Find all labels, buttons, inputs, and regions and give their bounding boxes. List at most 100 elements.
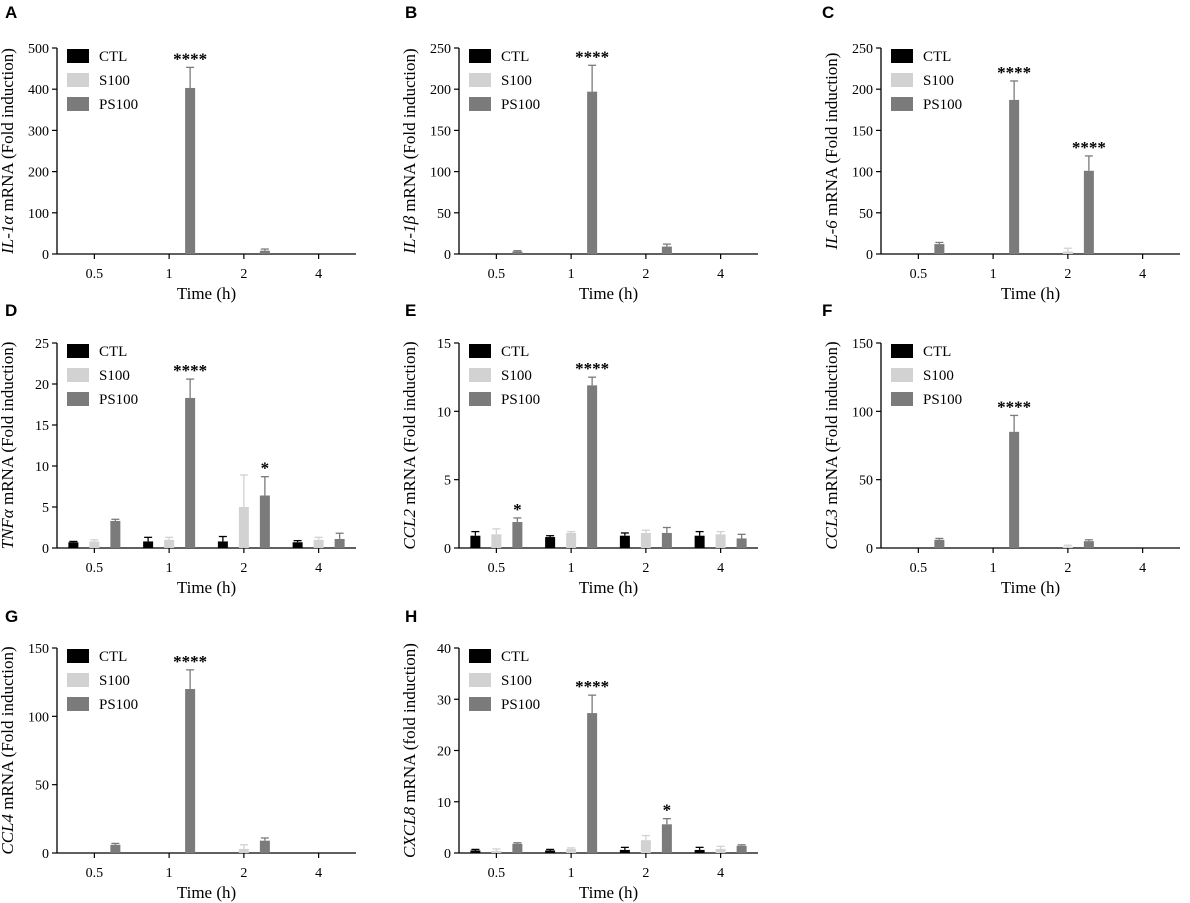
chart-panel-g: G 0 50 100 150 0.5 1 2 4 **** Time (h) CCL4 mRNA (F…	[0, 607, 356, 902]
panel-letter: C	[822, 3, 834, 22]
significance-marker: *	[261, 459, 270, 478]
x-tick-label: 1	[166, 267, 173, 282]
y-axis-unit: mRNA (Fold induction)	[822, 53, 841, 221]
significance-marker: ****	[575, 677, 609, 696]
x-tick-label: 4	[717, 866, 724, 881]
legend-swatch-ps100	[67, 392, 89, 406]
y-axis-label: CCL3 mRNA (Fold induction)	[822, 341, 841, 549]
y-tick-label: 5	[42, 501, 49, 516]
y-axis-label: IL-6 mRNA (Fold induction)	[822, 53, 841, 251]
bar-ps100	[661, 532, 672, 548]
significance-marker: ****	[575, 359, 609, 378]
bar-ctl	[68, 542, 79, 548]
gene-name: CCL2	[400, 509, 419, 550]
bar-s100	[238, 507, 249, 548]
gene-name: CCL4	[0, 814, 17, 855]
legend-label: PS100	[99, 392, 138, 408]
y-tick-label: 20	[35, 378, 49, 393]
y-tick-label: 50	[859, 474, 873, 489]
y-axis-label: CCL4 mRNA (Fold induction)	[0, 646, 17, 854]
legend-swatch-ps100	[469, 697, 491, 711]
x-tick-label: 4	[315, 866, 322, 881]
legend-swatch-ctl	[67, 649, 89, 663]
chart-panel-b: B 0 50 100 150 200 250 0.5 1 2 4 **** Time (h) IL-1β …	[400, 3, 758, 303]
legend-label: CTL	[501, 344, 529, 360]
x-tick-label: 0.5	[488, 561, 506, 576]
significance-marker: ****	[575, 47, 609, 66]
bar-ps100	[587, 91, 598, 254]
significance-marker: ****	[997, 63, 1031, 82]
bar-s100	[89, 541, 100, 548]
legend-label: S100	[99, 368, 130, 384]
bar-ps100	[934, 244, 945, 254]
legend-swatch-s100	[469, 673, 491, 687]
y-tick-label: 150	[852, 124, 873, 139]
legend-label: PS100	[501, 97, 540, 113]
legend-label: S100	[923, 368, 954, 384]
legend-swatch-ps100	[469, 97, 491, 111]
y-tick-label: 150	[852, 337, 873, 352]
y-tick-label: 20	[437, 745, 451, 760]
y-tick-label: 500	[28, 42, 49, 57]
y-tick-label: 50	[859, 207, 873, 222]
chart-panel-f: F 0 50 100 150 0.5 1 2 4 **** Time (h) CCL3 mRNA (F…	[822, 301, 1180, 597]
x-tick-label: 0.5	[910, 561, 928, 576]
y-tick-label: 100	[28, 207, 49, 222]
y-tick-label: 10	[35, 460, 49, 475]
significance-marker: *	[663, 801, 672, 820]
bar-ps100	[259, 840, 270, 853]
y-tick-label: 40	[437, 642, 451, 657]
legend-label: CTL	[923, 49, 951, 65]
x-tick-label: 0.5	[86, 866, 104, 881]
y-tick-label: 0	[444, 847, 451, 862]
bar-s100	[715, 848, 726, 853]
y-axis-unit: mRNA (Fold induction)	[822, 341, 841, 509]
bar-ps100	[661, 824, 672, 853]
legend-swatch-ps100	[469, 392, 491, 406]
x-axis-label: Time (h)	[1001, 284, 1060, 303]
bar-s100	[238, 848, 249, 853]
bar-ps100	[736, 845, 747, 853]
bar-s100	[491, 850, 502, 853]
x-tick-label: 2	[240, 866, 247, 881]
bar-ctl	[694, 849, 705, 853]
y-tick-label: 30	[437, 693, 451, 708]
x-tick-label: 4	[315, 561, 322, 576]
gene-name: IL-1α	[0, 215, 17, 255]
bar-ps100	[587, 713, 598, 853]
y-tick-label: 150	[430, 124, 451, 139]
legend-label: CTL	[923, 344, 951, 360]
y-tick-label: 15	[35, 419, 49, 434]
legend-label: CTL	[99, 49, 127, 65]
y-tick-label: 0	[42, 847, 49, 862]
panel-letter: F	[822, 301, 832, 320]
bar-ps100	[110, 844, 121, 853]
legend-label: PS100	[923, 97, 962, 113]
x-tick-label: 1	[568, 267, 575, 282]
y-tick-label: 400	[28, 83, 49, 98]
y-axis-unit: mRNA (Fold induction)	[0, 342, 17, 510]
bar-ps100	[259, 495, 270, 548]
y-tick-label: 0	[42, 542, 49, 557]
legend-swatch-s100	[891, 73, 913, 87]
bar-ctl	[619, 535, 630, 548]
y-tick-label: 250	[430, 42, 451, 57]
legend-label: CTL	[99, 649, 127, 665]
bar-s100	[640, 532, 651, 548]
chart-panel-a: A 0 100 200 300 400 500 0.5 1 2 4 **** Time (h) IL-1α…	[0, 3, 356, 303]
legend-swatch-ps100	[891, 392, 913, 406]
bar-ps100	[259, 250, 270, 254]
bar-ps100	[934, 539, 945, 548]
bar-ps100	[587, 385, 598, 548]
legend-label: S100	[501, 73, 532, 89]
x-tick-label: 4	[315, 267, 322, 282]
y-tick-label: 250	[852, 42, 873, 57]
bar-ps100	[334, 538, 345, 548]
x-tick-label: 4	[717, 267, 724, 282]
significance-marker: ****	[1072, 138, 1106, 157]
legend-swatch-ps100	[67, 697, 89, 711]
legend-swatch-ps100	[891, 97, 913, 111]
significance-marker: ****	[173, 49, 207, 68]
legend-swatch-ctl	[67, 344, 89, 358]
